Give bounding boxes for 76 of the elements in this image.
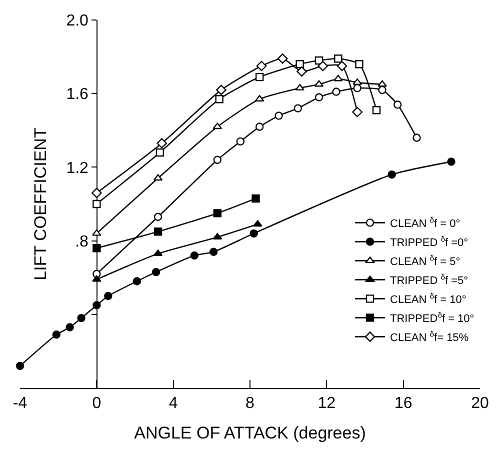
point (352, 78, 362, 85)
point (52, 330, 61, 339)
point (153, 174, 163, 181)
point (154, 212, 162, 221)
point (236, 137, 245, 146)
point (388, 170, 396, 179)
point (447, 158, 456, 166)
point (215, 95, 224, 104)
x-tick-label: 8 (246, 395, 255, 412)
point (253, 220, 262, 227)
point (295, 84, 304, 90)
point (92, 200, 101, 208)
point (152, 268, 160, 276)
point (92, 188, 102, 198)
x-tick-label: 20 (471, 395, 489, 412)
point (314, 80, 324, 87)
point (77, 314, 86, 322)
legend-label: CLEAN $^{δ}$f= 15% (390, 329, 469, 344)
point (296, 60, 304, 68)
point (255, 72, 264, 82)
point (154, 228, 162, 236)
point (132, 277, 142, 286)
point (378, 80, 387, 87)
y-tick-label: .8 (75, 233, 89, 250)
point (378, 86, 386, 94)
point (153, 250, 163, 256)
point (250, 229, 258, 238)
point (318, 60, 328, 72)
y-axis-title: LIFT COEFFICIENT (30, 128, 50, 280)
y-tick-label: 1.2 (66, 160, 89, 177)
point (104, 292, 112, 300)
point (190, 251, 199, 260)
legend-label: CLEAN $^{δ}$f = 5° (390, 253, 460, 268)
legend-label: CLEAN $^{δ}$f = 10° (390, 291, 466, 306)
x-tick-label: 0 (92, 395, 102, 412)
legend-label: TRIPPED$^{δ}$f = 10° (390, 310, 474, 325)
x-tick-label: 4 (168, 395, 178, 412)
point (355, 60, 364, 68)
x-tick-label: -4 (12, 395, 28, 412)
point (156, 138, 167, 148)
legend-label: TRIPPED $^{δ}$f =5° (390, 272, 468, 287)
point (66, 323, 74, 332)
point (352, 106, 362, 118)
point (255, 122, 264, 131)
point (393, 100, 402, 109)
x-tick-label: 16 (394, 395, 412, 412)
legend-label: TRIPPED $^{δ}$f =0° (390, 234, 468, 249)
point (252, 194, 260, 203)
x-tick-label: 12 (318, 395, 336, 412)
point (372, 106, 381, 114)
point (92, 301, 101, 310)
point (332, 88, 340, 96)
point (334, 74, 343, 82)
point (336, 60, 348, 72)
point (156, 148, 164, 157)
point (212, 122, 222, 130)
point (213, 156, 222, 164)
point (277, 53, 288, 64)
point (216, 84, 226, 96)
y-tick-label: 2.0 (66, 12, 89, 30)
legend-label: CLEAN $^{δ}$f = 0° (390, 215, 460, 230)
y-tick-label: 1.6 (66, 86, 89, 104)
point (412, 134, 421, 142)
point (209, 248, 218, 256)
point (334, 54, 342, 63)
point (92, 275, 102, 282)
point (92, 244, 101, 252)
point (296, 66, 307, 77)
point (256, 60, 267, 72)
point (213, 209, 222, 218)
point (353, 84, 362, 92)
x-axis-title: ANGLE OF ATTACK (degrees) (134, 424, 366, 443)
point (314, 93, 324, 102)
point (16, 362, 24, 370)
point (294, 104, 302, 112)
point (274, 112, 283, 120)
